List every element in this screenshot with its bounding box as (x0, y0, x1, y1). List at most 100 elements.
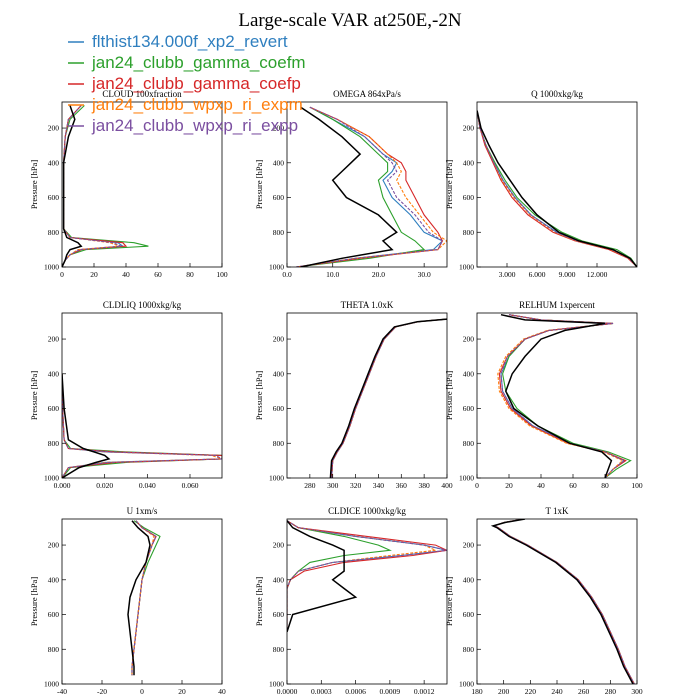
y-tick-label: 600 (463, 193, 475, 202)
x-tick-label: 320 (350, 481, 362, 490)
x-tick-label: 300 (631, 687, 643, 696)
y-tick-label: 400 (463, 369, 475, 378)
y-tick-label: 400 (463, 575, 475, 584)
legend-label: flthist134.000f_xp2_revert (92, 32, 288, 51)
series-group (329, 318, 447, 478)
x-tick-label: 280 (304, 481, 316, 490)
y-tick-label: 400 (48, 158, 60, 167)
series-line-5 (62, 105, 83, 267)
y-tick-label: 600 (273, 610, 285, 619)
y-tick-label: 1000 (44, 680, 59, 689)
legend-label: jan24_clubb_gamma_coefp (91, 74, 301, 93)
y-tick-label: 800 (273, 439, 285, 448)
x-tick-label: 20 (90, 270, 98, 279)
series-line-5 (287, 520, 358, 633)
y-tick-label: 1000 (269, 263, 284, 272)
panel-0: CLOUD 100xfraction 0 20 40 60 80 100 200 400 600 8… (29, 89, 228, 279)
y-tick-label: 1000 (44, 263, 59, 272)
figure-title: Large-scale VAR at250E,-2N (238, 10, 461, 31)
series-line-5 (62, 373, 111, 478)
series-line-0 (492, 519, 635, 684)
x-tick-label: 0 (60, 270, 64, 279)
x-tick-label: 0.060 (182, 481, 199, 490)
y-tick-label: 400 (273, 158, 285, 167)
x-tick-label: 12.000 (587, 270, 608, 279)
y-tick-label: 200 (463, 335, 475, 344)
series-line-2 (331, 318, 447, 478)
panel-1: OMEGA 864xPa/s 0.0 10.0 20.0 30.0 200 400 600 80… (254, 89, 448, 279)
x-tick-label: 180 (471, 687, 483, 696)
y-axis-label: Pressure [hPa] (254, 371, 264, 421)
series-group (287, 520, 447, 633)
x-tick-label: -20 (97, 687, 107, 696)
x-tick-label: 9.000 (559, 270, 576, 279)
x-tick-label: 20 (505, 481, 513, 490)
panel-title: CLOUD 100xfraction (102, 89, 182, 99)
y-axis-label: Pressure [hPa] (444, 371, 454, 421)
x-tick-label: 0.0009 (380, 687, 401, 696)
y-tick-label: 200 (48, 335, 60, 344)
y-axis-label: Pressure [hPa] (29, 160, 39, 210)
legend-item: jan24_clubb_wpxp_ri_expp (68, 116, 298, 135)
x-tick-label: 0.0000 (277, 687, 298, 696)
series-group (62, 105, 149, 267)
plot-frame (476, 518, 638, 685)
y-tick-label: 200 (463, 124, 475, 133)
x-tick-label: 20.0 (372, 270, 385, 279)
x-tick-label: 0.040 (139, 481, 156, 490)
y-tick-label: 1000 (44, 474, 59, 483)
panel-title: OMEGA 864xPa/s (333, 89, 401, 99)
x-tick-label: 0.0012 (414, 687, 435, 696)
x-tick-label: 80 (186, 270, 194, 279)
series-line-4 (62, 373, 222, 478)
x-tick-label: 260 (578, 687, 590, 696)
x-tick-label: 0.0006 (345, 687, 366, 696)
series-line-3 (296, 106, 447, 267)
series-line-3 (492, 519, 635, 684)
series-group (497, 313, 632, 478)
plot-frame (476, 101, 638, 268)
y-tick-label: 800 (48, 439, 60, 448)
y-tick-label: 400 (463, 158, 475, 167)
y-tick-label: 600 (48, 193, 60, 202)
series-line-2 (62, 373, 222, 478)
x-tick-label: 0.0003 (311, 687, 332, 696)
y-tick-label: 600 (273, 404, 285, 413)
y-tick-label: 800 (463, 439, 475, 448)
x-tick-label: 0 (140, 687, 144, 696)
y-tick-label: 600 (273, 193, 285, 202)
x-tick-label: 340 (373, 481, 385, 490)
x-tick-label: 60 (154, 270, 162, 279)
y-tick-label: 600 (48, 404, 60, 413)
series-line-5 (300, 106, 398, 267)
y-tick-label: 200 (48, 541, 60, 550)
x-tick-label: -40 (57, 687, 67, 696)
series-line-2 (492, 519, 635, 684)
y-axis-label: Pressure [hPa] (254, 577, 264, 627)
y-tick-label: 200 (273, 541, 285, 550)
y-axis-label: Pressure [hPa] (444, 577, 454, 627)
series-line-2 (296, 106, 444, 267)
plot-frame (476, 312, 638, 479)
series-group (490, 519, 635, 684)
x-tick-label: 0.000 (54, 481, 71, 490)
x-tick-label: 360 (396, 481, 408, 490)
panel-title: THETA 1.0xK (341, 300, 394, 310)
panel-5: RELHUM 1xpercent 0 20 40 60 80 100 200 400 600 800… (444, 300, 643, 490)
x-tick-label: 40 (218, 687, 226, 696)
panel-title: Q 1000xkg/kg (531, 89, 583, 99)
series-group (477, 110, 637, 267)
panel-title: CLDICE 1000xkg/kg (328, 506, 406, 516)
legend-item: jan24_clubb_gamma_coefm (68, 53, 306, 72)
panel-4: THETA 1.0xK 280 300 320 340 360 380 400 200 400 60… (254, 300, 453, 490)
y-tick-label: 1000 (269, 474, 284, 483)
y-axis-label: Pressure [hPa] (29, 371, 39, 421)
legend-label: jan24_clubb_wpxp_ri_expm (91, 95, 303, 114)
y-tick-label: 200 (273, 124, 285, 133)
x-tick-label: 100 (631, 481, 643, 490)
y-tick-label: 400 (48, 369, 60, 378)
x-tick-label: 3.000 (499, 270, 516, 279)
panel-title: T 1xK (545, 506, 569, 516)
x-tick-label: 200 (498, 687, 510, 696)
